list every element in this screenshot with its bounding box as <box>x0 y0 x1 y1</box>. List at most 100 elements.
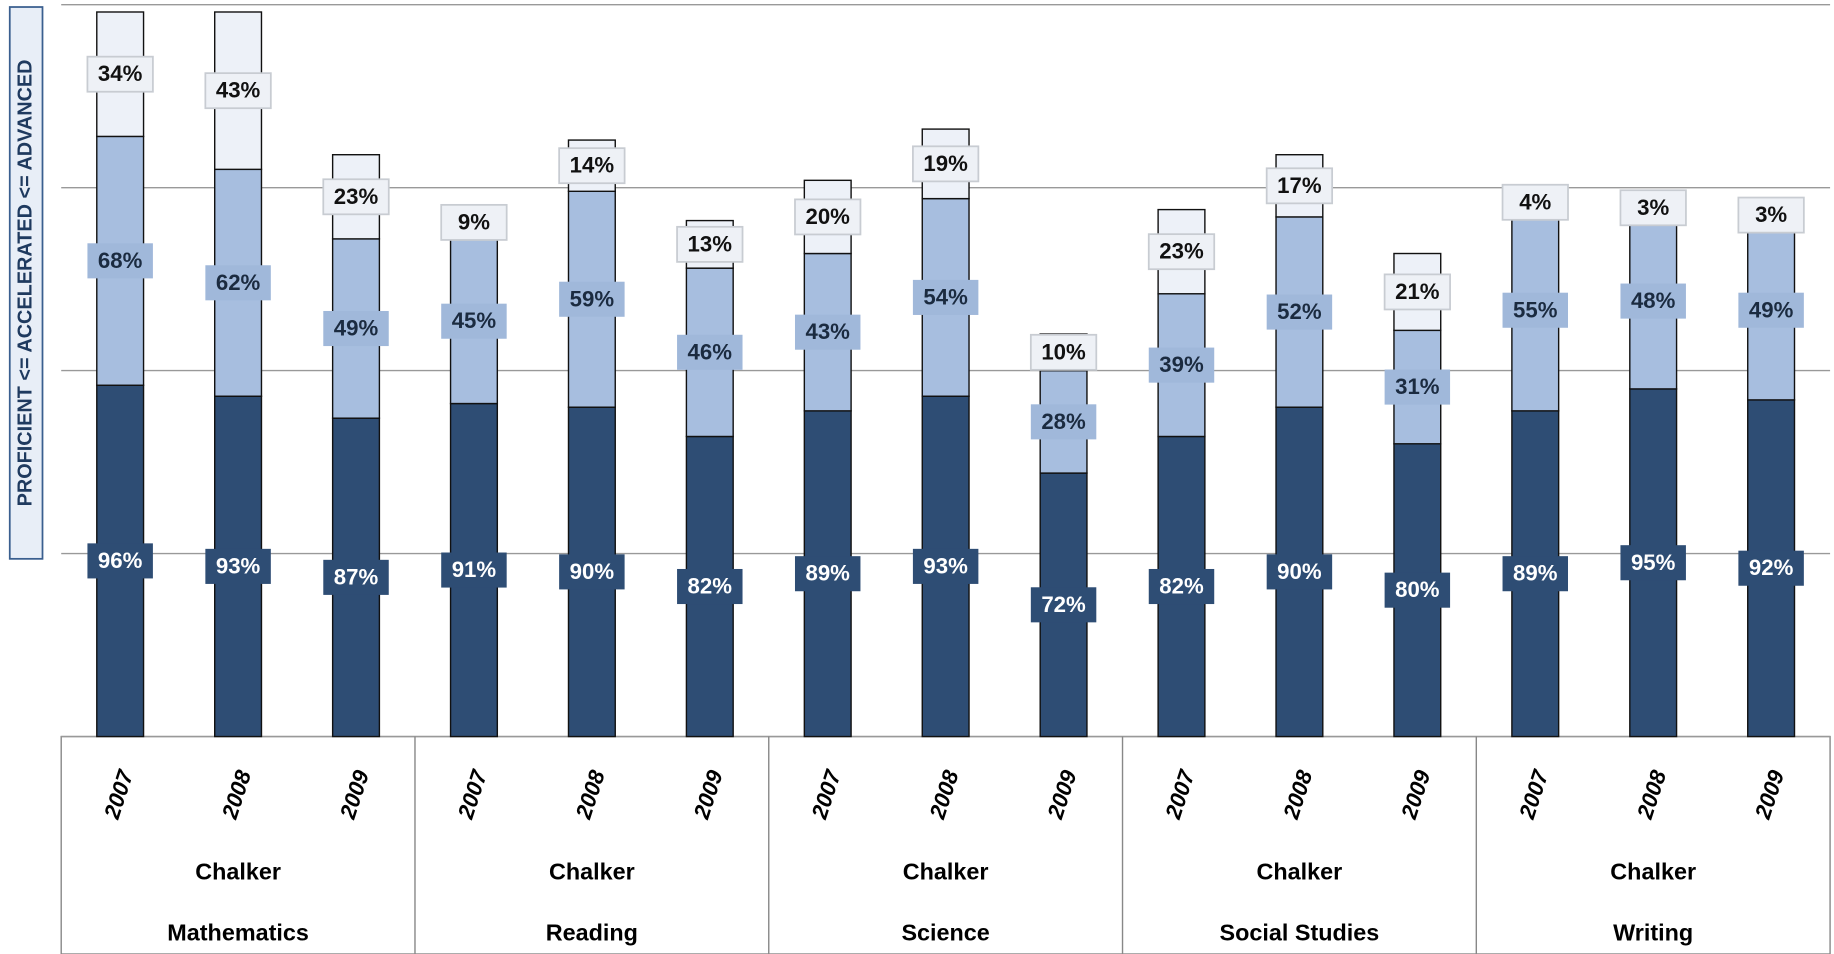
value-label: 45% <box>452 308 497 333</box>
value-label-box <box>441 303 507 339</box>
value-label: 23% <box>334 184 379 209</box>
value-label-box <box>1384 572 1451 608</box>
x-tick-label: 2009 <box>688 767 728 823</box>
value-label: 39% <box>1159 352 1204 377</box>
group-subject: Writing <box>1613 919 1693 945</box>
x-tick-label: 2007 <box>453 766 493 823</box>
x-tick-label: 2008 <box>1278 767 1318 823</box>
value-label: 43% <box>805 319 850 344</box>
value-label-box <box>1148 568 1215 605</box>
value-label: 3% <box>1637 195 1669 220</box>
value-label-box <box>1148 347 1215 383</box>
value-label: 92% <box>1749 555 1794 580</box>
value-label: 20% <box>805 204 850 229</box>
value-label-box <box>205 265 271 301</box>
value-label-box <box>323 310 389 347</box>
x-tick-label: 2007 <box>1160 766 1200 823</box>
value-label-box <box>323 559 389 595</box>
value-label: 62% <box>216 270 261 295</box>
value-label-box <box>1502 292 1569 328</box>
value-label: 48% <box>1631 288 1676 313</box>
value-label: 96% <box>98 548 143 573</box>
x-tick-label: 2009 <box>1042 767 1082 823</box>
value-label-box <box>677 334 743 370</box>
group-school: Chalker <box>1610 859 1696 885</box>
value-label: 49% <box>1749 297 1794 322</box>
x-tick-label: 2008 <box>217 767 257 823</box>
value-label: 91% <box>452 557 497 582</box>
value-label: 19% <box>923 151 968 176</box>
value-label: 13% <box>688 231 733 256</box>
value-label-box <box>1266 294 1333 330</box>
value-label: 9% <box>458 209 490 234</box>
group-school: Chalker <box>903 859 989 885</box>
y-label-box <box>8 6 44 560</box>
group-subject: Mathematics <box>167 919 309 945</box>
value-label: 90% <box>1277 559 1322 584</box>
value-label-box <box>1265 167 1334 205</box>
value-label-box <box>677 568 743 605</box>
value-label-box <box>676 225 744 263</box>
value-label-box <box>794 198 862 236</box>
value-label: 59% <box>570 286 615 311</box>
value-label: 93% <box>923 553 968 578</box>
value-label-box <box>1502 556 1569 592</box>
value-label-box <box>1147 233 1216 271</box>
value-label: 89% <box>1513 561 1558 586</box>
value-label: 10% <box>1041 339 1086 364</box>
value-label: 3% <box>1755 202 1787 227</box>
group-school: Chalker <box>549 859 635 885</box>
value-label: 55% <box>1513 297 1558 322</box>
group-subject: Social Studies <box>1220 919 1380 945</box>
value-label: 95% <box>1631 550 1676 575</box>
value-label-box <box>1501 183 1569 221</box>
group-subject: Reading <box>546 919 638 945</box>
x-tick-label: 2009 <box>1396 767 1436 823</box>
value-label-box <box>205 548 271 584</box>
value-label: 23% <box>1159 239 1204 264</box>
value-label: 52% <box>1277 299 1322 324</box>
x-tick-label: 2008 <box>570 767 610 823</box>
value-label-box <box>1029 333 1098 371</box>
value-label-box <box>794 556 861 592</box>
y-axis-label: PROFICIENT <= ACCELERATED <= ADVANCED <box>14 59 36 506</box>
value-label-box <box>558 147 626 185</box>
value-label-box <box>1738 292 1804 328</box>
value-label-box <box>204 72 272 110</box>
value-label-box <box>559 554 625 590</box>
value-label: 28% <box>1041 409 1086 434</box>
value-label-box <box>1738 550 1804 586</box>
value-label: 46% <box>688 339 733 364</box>
value-label: 80% <box>1395 577 1440 602</box>
value-label-box <box>1619 189 1687 227</box>
value-label: 34% <box>98 61 143 86</box>
value-label-box <box>912 145 980 183</box>
value-label: 54% <box>923 284 968 309</box>
value-label: 93% <box>216 553 261 578</box>
value-label: 89% <box>805 561 850 586</box>
value-label-box <box>86 55 154 93</box>
value-label: 31% <box>1395 374 1440 399</box>
x-tick-label: 2009 <box>335 767 375 823</box>
x-tick-label: 2008 <box>924 767 964 823</box>
x-tick-label: 2007 <box>806 766 846 823</box>
value-label: 4% <box>1519 189 1551 214</box>
value-label: 68% <box>98 248 143 273</box>
x-tick-label: 2007 <box>99 766 139 823</box>
value-label: 21% <box>1395 279 1440 304</box>
value-label-box <box>1266 554 1333 590</box>
value-label-box <box>441 552 507 588</box>
group-school: Chalker <box>195 859 281 885</box>
value-label: 82% <box>688 574 733 599</box>
value-label-box <box>1737 196 1805 234</box>
value-label-box <box>1620 283 1686 319</box>
value-label: 43% <box>216 78 261 103</box>
value-label-box <box>87 243 153 279</box>
value-label-box <box>1620 545 1686 581</box>
value-label: 82% <box>1159 574 1204 599</box>
value-label: 17% <box>1277 173 1322 198</box>
value-label-box <box>559 281 625 317</box>
group-school: Chalker <box>1257 859 1343 885</box>
value-label: 72% <box>1041 592 1086 617</box>
